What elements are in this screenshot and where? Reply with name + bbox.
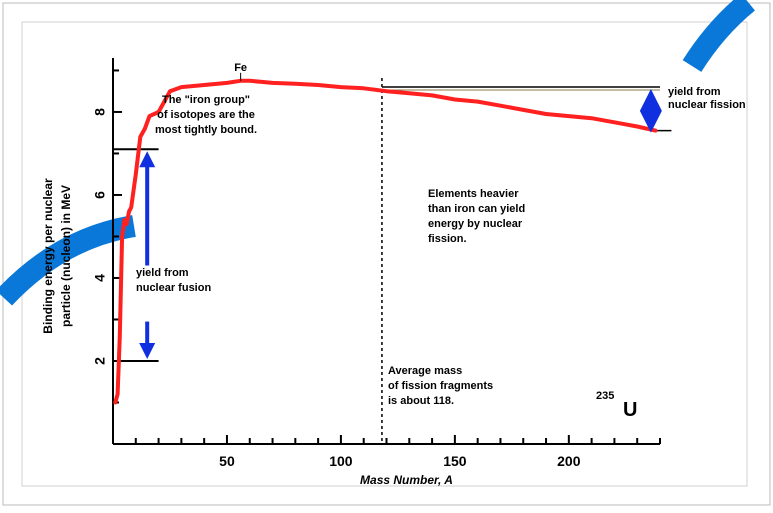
heavier-elements-text-line-4: fission. xyxy=(428,233,467,245)
fe-label: Fe xyxy=(234,62,247,74)
decorative-stroke-left xyxy=(0,215,136,306)
fission-yield-text-line-2: nuclear fission xyxy=(668,99,746,111)
data-point xyxy=(156,110,161,114)
data-point xyxy=(129,205,133,210)
data-point xyxy=(521,108,525,112)
uranium-mass-number: 235 xyxy=(596,390,614,402)
data-point xyxy=(476,99,480,104)
data-point xyxy=(125,222,129,226)
data-point xyxy=(143,126,147,131)
data-point xyxy=(248,79,252,83)
fission-diamond-arrow xyxy=(639,89,662,133)
heavier-elements-text-line-1: Elements heavier xyxy=(428,188,519,200)
data-point xyxy=(118,334,122,338)
data-point xyxy=(147,114,152,118)
data-point xyxy=(179,85,183,89)
data-point xyxy=(134,172,138,176)
data-point xyxy=(120,234,124,239)
x-tick-label: 150 xyxy=(443,453,467,469)
y-axis-label-line2: particle (nucleon) in MeV xyxy=(59,185,73,327)
decorative-stroke-top-right xyxy=(682,0,756,72)
data-point xyxy=(270,81,275,85)
y-tick-label: 6 xyxy=(92,191,108,199)
iron-group-text-line-3: most tightly bound. xyxy=(155,124,257,136)
data-point xyxy=(384,89,389,93)
data-point xyxy=(316,83,320,87)
data-point xyxy=(590,116,594,120)
data-point xyxy=(453,97,457,102)
data-point xyxy=(544,112,548,116)
heavier-elements-text-line-2: than iron can yield xyxy=(428,203,525,215)
data-point xyxy=(115,392,120,396)
data-point xyxy=(362,86,366,90)
data-point xyxy=(407,91,411,95)
data-point xyxy=(293,82,297,86)
y-axis-label-line1: Binding energy per nuclear xyxy=(41,178,55,334)
data-point xyxy=(122,218,126,222)
x-axis-label: Mass Number, A xyxy=(360,473,453,487)
uranium-symbol: U xyxy=(623,399,637,421)
y-tick-label: 8 xyxy=(92,108,108,116)
fission-yield-text-line-1: yield from xyxy=(668,86,721,98)
outer-frame xyxy=(2,2,771,506)
y-tick-label: 2 xyxy=(92,357,108,365)
data-point xyxy=(113,400,117,405)
fusion-arrow-down-head xyxy=(139,342,156,359)
x-tick-label: 50 xyxy=(219,453,235,469)
fusion-yield-text-line-1: yield from xyxy=(136,267,189,279)
data-point xyxy=(138,135,142,139)
data-point xyxy=(127,209,131,214)
x-tick-label: 100 xyxy=(329,453,353,469)
data-point xyxy=(635,124,639,129)
data-point xyxy=(225,81,229,85)
iron-group-text-line-1: The "iron group" xyxy=(162,94,250,106)
x-tick-label: 200 xyxy=(557,453,581,469)
data-point xyxy=(168,89,172,93)
average-mass-text-line-1: Average mass xyxy=(388,365,462,377)
data-point xyxy=(567,114,571,118)
data-point xyxy=(202,83,206,87)
average-mass-text-line-3: is about 118. xyxy=(388,395,454,407)
data-point xyxy=(612,120,617,124)
iron-group-text-line-2: of isotopes are the xyxy=(157,109,255,121)
average-mass-text-line-2: of fission fragments xyxy=(388,380,493,392)
data-point xyxy=(653,129,658,133)
heavier-elements-text-line-3: energy by nuclear xyxy=(428,218,523,230)
data-point xyxy=(339,85,343,89)
inner-frame xyxy=(21,21,748,487)
y-tick-label: 4 xyxy=(92,274,108,282)
data-point xyxy=(430,93,434,97)
data-point xyxy=(498,104,503,108)
fusion-yield-text-line-2: nuclear fusion xyxy=(136,282,211,294)
fusion-arrow-up-head xyxy=(139,151,156,168)
